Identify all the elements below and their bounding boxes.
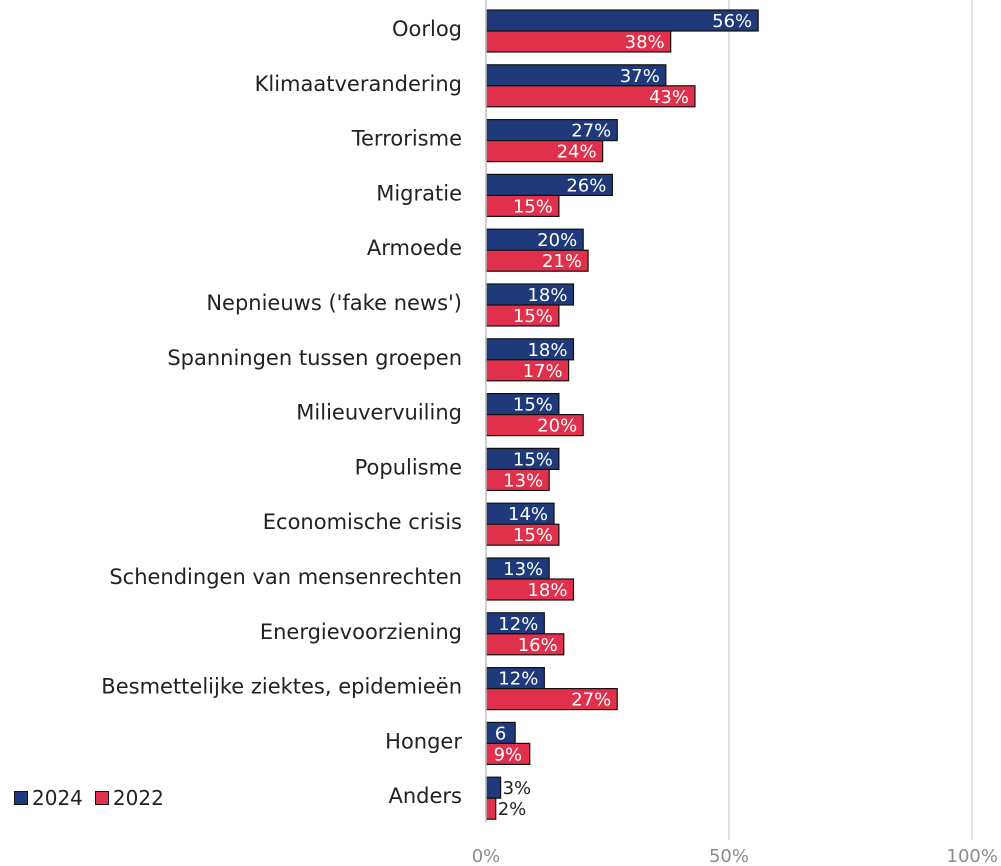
data-label: 15% [513, 196, 553, 217]
legend-swatch-2022 [94, 791, 109, 805]
data-label: 3% [503, 778, 532, 799]
category-label: Schendingen van mensenrechten [109, 565, 462, 589]
category-label: Terrorisme [351, 127, 462, 151]
data-label: 12% [498, 669, 538, 690]
data-label: 16% [518, 635, 558, 656]
category-label: Milieuvervuiling [296, 401, 462, 425]
data-label: 14% [508, 504, 548, 525]
data-label: 43% [649, 87, 689, 108]
category-label: Armoede [367, 236, 462, 260]
category-label: Besmettelijke ziektes, epidemieën [101, 675, 462, 699]
category-label: Honger [385, 729, 462, 753]
data-label: 26% [566, 175, 606, 196]
legend-item-2022: 2022 [94, 786, 164, 810]
legend-swatch-2024 [14, 791, 28, 805]
data-label: 18% [527, 285, 567, 306]
category-label: Klimaatverandering [255, 72, 462, 96]
category-label: Spanningen tussen groepen [167, 346, 462, 370]
data-label: 18% [527, 340, 567, 361]
data-label: 38% [625, 32, 665, 53]
data-label: 24% [557, 142, 597, 163]
data-label: 27% [571, 121, 611, 142]
category-label: Anders [389, 784, 463, 808]
data-label: 20% [537, 230, 577, 251]
x-tick-label: 50% [709, 846, 749, 866]
data-label: 37% [620, 66, 660, 87]
category-label: Energievoorziening [260, 620, 462, 644]
bar [485, 797, 497, 820]
data-label: 17% [523, 361, 563, 382]
legend-label-2022: 2022 [112, 786, 164, 810]
data-label: 12% [498, 614, 538, 635]
x-tick-label: 100% [947, 846, 998, 866]
data-label: 13% [503, 470, 543, 491]
category-label: Oorlog [392, 17, 462, 41]
data-label: 21% [542, 251, 582, 272]
data-label: 56% [712, 11, 752, 32]
data-label: 15% [513, 525, 553, 546]
category-label: Economische crisis [263, 510, 462, 534]
data-label: 15% [513, 395, 553, 416]
data-label: 18% [527, 580, 567, 601]
data-label: 15% [513, 306, 553, 327]
legend: 2024 2022 [14, 786, 176, 810]
data-label: 13% [503, 559, 543, 580]
bar [485, 776, 502, 799]
legend-item-2024: 2024 [14, 786, 83, 810]
data-label: 27% [571, 690, 611, 711]
category-label: Migratie [376, 181, 462, 205]
x-tick-label: 0% [472, 846, 501, 866]
data-label: 2% [498, 799, 527, 820]
data-label: 6 [495, 723, 506, 744]
data-label: 15% [513, 449, 553, 470]
data-label: 20% [537, 416, 577, 437]
category-label: Nepnieuws ('fake news') [206, 291, 462, 315]
legend-label-2024: 2024 [32, 786, 83, 810]
data-label: 9% [494, 744, 523, 765]
category-label: Populisme [355, 455, 462, 479]
